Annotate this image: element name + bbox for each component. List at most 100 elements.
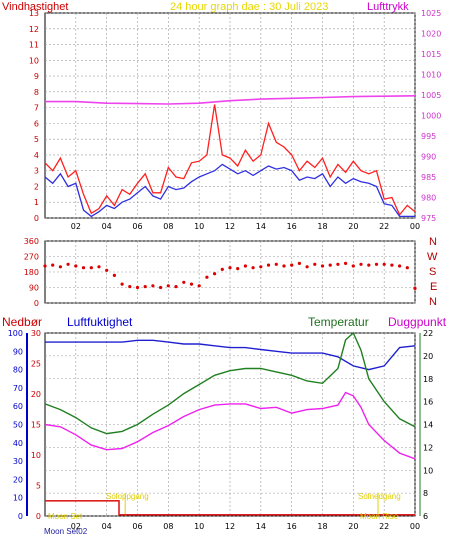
humidity-y-tick-0: 0 [18,512,23,521]
direction-point-4 [74,264,78,268]
pressure-y-tick-980: 980 [421,194,436,203]
dewpoint-line [44,391,416,460]
wind-y-tick-11: 11 [29,41,39,50]
direction-point-48 [413,286,417,290]
climate-x-tick-16: 16 [287,522,297,531]
pressure-y-tick-975: 975 [421,214,436,223]
wind-y-tick-6: 6 [34,119,39,128]
direction-point-3 [66,262,70,266]
wind-x-tick-04: 04 [102,222,112,231]
direction-point-24 [228,266,232,270]
climate-x-tick-04: 04 [102,522,112,531]
temperature-y-tick-16: 16 [423,398,433,407]
direction-point-38 [336,262,340,266]
compass-north-bottom: N [429,296,437,308]
wind-y-tick-1: 1 [34,198,39,207]
humidity-y-tick-90: 90 [13,347,23,356]
direction-point-29 [266,263,271,267]
wind-panel-frame [44,12,416,219]
temperature-y-tick-14: 14 [423,421,433,430]
humidity-y-tick-40: 40 [13,439,23,448]
direction-point-21 [205,275,209,279]
wind-x-tick-22: 22 [379,222,389,231]
compass-north-top: N [429,236,437,248]
direction-point-35 [313,262,317,266]
wind-y-tick-9: 9 [34,72,39,81]
precip-y-tick-30: 30 [31,329,41,338]
compass-west: W [427,251,438,263]
direction-point-36 [320,264,325,268]
pressure-y-tick-1010: 1010 [421,71,441,80]
wind-x-tick-16: 16 [287,222,297,231]
pressure-label: Lufttrykk [367,1,409,13]
climate-x-tick-20: 20 [348,522,358,531]
direction-y-tick-270: 270 [24,253,39,262]
humidity-line [45,339,416,371]
direction-point-25 [236,267,240,271]
direction-point-44 [382,262,386,266]
wind-y-tick-0: 0 [34,214,39,223]
humidity-y-tick-70: 70 [13,384,23,393]
humidity-y-tick-30: 30 [13,457,23,466]
chart-title: 24 hour graph dae : 30 Juli 2023 [170,1,329,13]
direction-point-16 [166,284,170,288]
direction-point-15 [159,285,163,290]
direction-point-1 [51,263,55,267]
direction-y-tick-360: 360 [24,237,39,246]
precip-y-tick-20: 20 [31,390,41,399]
direction-point-17 [174,285,178,289]
climate-x-tick-10: 10 [194,522,204,531]
climate-x-tick-12: 12 [225,522,235,531]
direction-point-34 [305,265,309,269]
direction-point-8 [105,268,109,272]
sunset-annotation: Solnedgang [358,492,401,501]
wind-y-tick-10: 10 [29,56,39,65]
direction-point-11 [128,285,132,289]
precip-y-tick-10: 10 [31,451,41,460]
wind-speed-label: Vindhastighet [2,1,69,13]
direction-point-7 [97,265,101,269]
pressure-y-tick-1005: 1005 [421,91,441,100]
direction-point-5 [81,266,86,270]
compass-south: S [429,266,437,278]
direction-point-26 [243,264,247,268]
direction-point-33 [297,261,301,265]
temperature-y-tick-12: 12 [423,443,433,452]
pressure-y-tick-995: 995 [421,132,436,141]
climate-x-tick-18: 18 [317,522,327,531]
precip-y-tick-25: 25 [31,360,41,369]
direction-point-14 [151,284,155,288]
humidity-y-tick-60: 60 [13,402,23,411]
direction-y-tick-90: 90 [29,284,39,293]
moon-set-axis-text: Moon Set [44,527,79,536]
humidity-y-tick-80: 80 [13,366,23,375]
wind-x-tick-06: 06 [132,222,142,231]
direction-point-39 [344,261,348,265]
temperature-y-tick-18: 18 [423,375,433,384]
pressure-y-tick-985: 985 [421,173,436,182]
direction-point-41 [359,262,363,266]
humidity-y-tick-20: 20 [13,475,23,484]
wind-y-tick-4: 4 [34,151,39,160]
direction-point-42 [367,263,371,267]
precip-y-tick-15: 15 [31,421,41,430]
direction-point-2 [58,265,63,269]
pressure-y-tick-1020: 1020 [421,30,441,39]
climate-x-tick-22: 22 [379,522,389,531]
direction-y-tick-0: 0 [34,299,39,308]
wind-x-tick-20: 20 [348,222,358,231]
pressure-y-tick-990: 990 [421,153,436,162]
direction-point-13 [143,285,147,289]
pressure-line [45,95,416,105]
temperature-y-tick-10: 10 [423,466,433,475]
direction-point-28 [259,265,263,269]
temperature-y-tick-8: 8 [423,489,428,498]
wind-x-tick-14: 14 [256,222,266,231]
direction-y-tick-180: 180 [24,268,39,277]
wind-x-tick-00: 00 [410,222,420,231]
climate-x-tick-08: 08 [163,522,173,531]
temperature-line [44,331,416,435]
wind-y-tick-8: 8 [34,88,39,97]
wind-y-tick-12: 12 [29,25,39,34]
